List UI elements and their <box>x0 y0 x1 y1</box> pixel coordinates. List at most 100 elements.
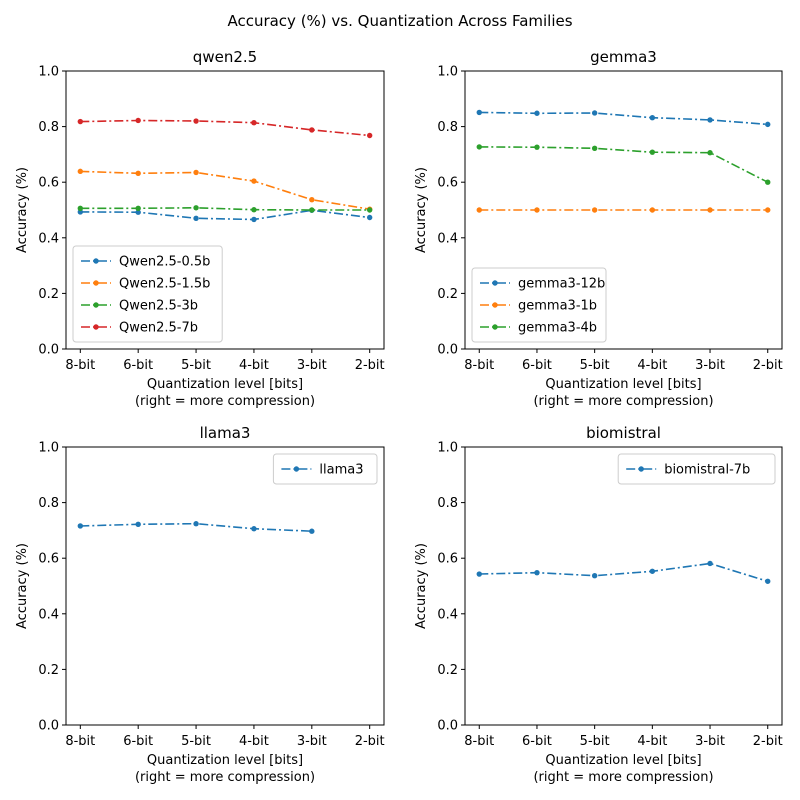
x-tick-label: 8-bit <box>65 358 95 373</box>
legend-label: Qwen2.5-0.5b <box>119 255 210 270</box>
data-point <box>193 118 199 124</box>
x-tick-label: 6-bit <box>522 358 552 373</box>
data-point <box>649 568 656 574</box>
series-line-gemma3-4b <box>479 146 769 183</box>
legend: biomistral-7b <box>617 453 776 485</box>
y-tick-label: 0.4 <box>38 231 59 246</box>
x-tick-label: 8-bit <box>65 734 95 749</box>
legend-label: Qwen2.5-1.5b <box>119 277 210 292</box>
data-point <box>707 560 713 567</box>
data-point <box>765 179 771 185</box>
axes-frame <box>464 446 783 726</box>
legend-label: gemma3-1b <box>518 299 597 314</box>
data-point <box>591 145 598 151</box>
legend-box <box>272 453 378 485</box>
data-point <box>534 144 540 150</box>
data-point <box>251 207 257 213</box>
x-tick-label: 2-bit <box>355 358 385 373</box>
data-point <box>193 205 199 211</box>
subplot-title: gemma3 <box>590 48 657 66</box>
y-axis-label: Accuracy (%) <box>15 543 30 629</box>
x-tick-label: 4-bit <box>637 734 667 749</box>
x-tick-label: 3-bit <box>695 358 725 373</box>
y-tick-label: 0.4 <box>437 231 458 246</box>
y-tick-label: 0.4 <box>38 607 59 622</box>
legend-box <box>617 453 776 485</box>
x-tick-label: 3-bit <box>297 358 327 373</box>
data-point <box>534 110 540 116</box>
y-tick-label: 0.6 <box>38 176 59 191</box>
legend-marker <box>93 302 99 308</box>
x-tick-label: 2-bit <box>753 358 783 373</box>
data-point <box>765 207 771 213</box>
legend-box <box>72 245 223 343</box>
data-point <box>534 207 540 213</box>
x-tick-label: 5-bit <box>181 358 211 373</box>
x-axis-label: Quantization level [bits] <box>545 377 701 392</box>
legend-marker <box>492 280 498 286</box>
y-tick-label: 1.0 <box>38 65 59 80</box>
y-tick-label: 1.0 <box>437 441 458 456</box>
y-tick-label: 0.0 <box>38 343 59 358</box>
data-point <box>309 127 315 133</box>
data-point <box>77 168 84 175</box>
subplot-title: llama3 <box>200 424 251 442</box>
data-point <box>193 521 199 527</box>
legend: gemma3-12b gemma3-1b gemma3-4b <box>471 267 607 343</box>
data-point <box>366 214 373 221</box>
subplot-title: biomistral <box>586 424 661 442</box>
y-tick-label: 0.0 <box>437 343 458 358</box>
data-point <box>77 205 84 212</box>
x-tick-label: 5-bit <box>181 734 211 749</box>
x-axis-label: Quantization level [bits] <box>147 753 303 768</box>
legend-marker <box>492 302 498 308</box>
series-line-Qwen2.5-0.5b <box>80 209 370 221</box>
data-point <box>251 178 257 184</box>
y-tick-label: 1.0 <box>38 441 59 456</box>
data-point <box>649 115 656 121</box>
data-point <box>193 169 199 176</box>
x-tick-label: 4-bit <box>637 358 667 373</box>
subplot-title: qwen2.5 <box>193 48 257 66</box>
x-axis-label-note: (right = more compression) <box>533 394 713 409</box>
y-tick-label: 0.6 <box>437 552 458 567</box>
x-tick-label: 2-bit <box>355 734 385 749</box>
x-tick-label: 5-bit <box>580 358 610 373</box>
data-point <box>476 109 482 116</box>
y-tick-label: 0.2 <box>38 663 59 678</box>
subplot-2: llama3 0.0 0.2 0.4 0.6 0.8 1.0 8-bit 6-bit 5-bit 4… <box>15 424 385 785</box>
y-tick-label: 0.6 <box>437 176 458 191</box>
axes-frame <box>65 446 385 726</box>
x-tick-label: 5-bit <box>580 734 610 749</box>
subplot-1: gemma3 0.0 0.2 0.4 0.6 0.8 1.0 8-bit 6-bit 5-bit 4… <box>414 48 783 409</box>
x-axis-label-note: (right = more compression) <box>533 770 713 785</box>
axes-frame <box>464 70 783 350</box>
x-tick-label: 3-bit <box>695 734 725 749</box>
series-line-Qwen2.5-3b <box>80 206 370 211</box>
x-tick-label: 8-bit <box>464 358 494 373</box>
legend-label: llama3 <box>319 463 363 478</box>
x-tick-label: 2-bit <box>753 734 783 749</box>
x-tick-label: 4-bit <box>239 358 269 373</box>
y-tick-label: 0.2 <box>38 287 59 302</box>
data-point <box>309 197 315 203</box>
y-tick-label: 0.2 <box>437 287 458 302</box>
data-point <box>649 207 656 213</box>
series-line-Qwen2.5-7b <box>80 119 370 137</box>
x-tick-label: 6-bit <box>522 734 552 749</box>
y-axis-label: Accuracy (%) <box>414 543 429 629</box>
data-point <box>193 215 199 222</box>
data-point <box>366 132 373 139</box>
subplot-3: biomistral 0.0 0.2 0.4 0.6 0.8 1.0 8-bit 6-bit 5-… <box>414 424 783 785</box>
x-axis-label: Quantization level [bits] <box>545 753 701 768</box>
figure-title: Accuracy (%) vs. Quantization Across Fam… <box>227 12 573 30</box>
legend-marker <box>93 324 99 330</box>
data-point <box>707 150 713 156</box>
data-point <box>251 216 257 223</box>
y-tick-label: 0.8 <box>437 496 458 511</box>
data-point <box>135 117 141 124</box>
data-point <box>309 528 315 534</box>
y-tick-label: 1.0 <box>437 65 458 80</box>
y-tick-label: 0.8 <box>38 120 59 135</box>
data-point <box>591 110 598 116</box>
